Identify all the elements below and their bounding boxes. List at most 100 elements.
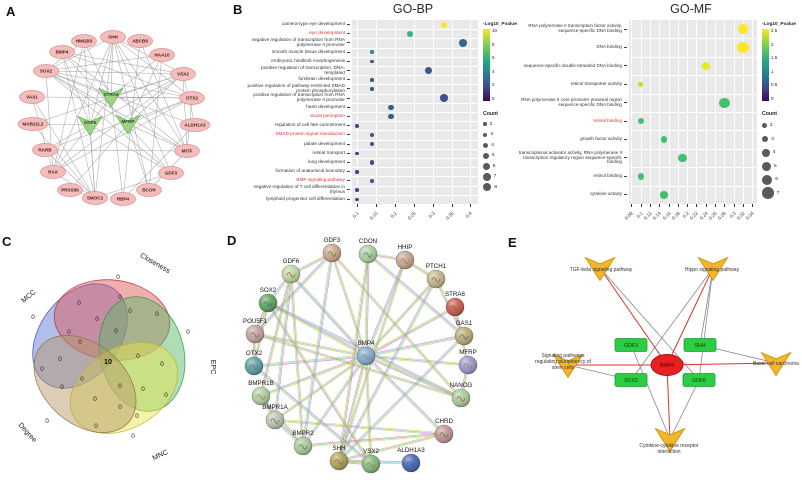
pathway-arrow-shape xyxy=(552,353,584,379)
term-label: palate development xyxy=(304,140,345,146)
pathway-arrow-shape xyxy=(760,351,792,377)
string-edge xyxy=(253,365,372,465)
colorbar-tick-label: 10 xyxy=(492,28,498,33)
term-row: formation of anatomical boundary xyxy=(242,167,350,176)
protein-structure-glyph xyxy=(334,458,344,465)
string-edge xyxy=(302,433,445,447)
colorbar-tick-label: 2.5 xyxy=(771,28,778,33)
gene-node: RARB xyxy=(32,143,58,157)
term-row: BMP signaling pathway xyxy=(242,176,350,185)
axis-tick-dash xyxy=(347,88,350,90)
string-edge xyxy=(331,252,367,357)
term-label: embryonic hindlimb morphogenesis xyxy=(271,57,345,63)
chart-legend: -Log10_Pvalue 2.5 2 1.5 1 0.5 0 Count 2 3 4 5 6 7 xyxy=(762,22,802,200)
count-legend-value: 6 xyxy=(492,163,496,169)
venn-ellipse-epc xyxy=(98,296,186,412)
term-dot xyxy=(370,59,374,64)
gene-node: MAB21L2 xyxy=(17,117,49,131)
x-axis-tick-label: 0.3 xyxy=(427,210,436,219)
term-dot xyxy=(370,87,374,91)
gene-node-label: ALDH1A3 xyxy=(184,123,206,128)
gene-edge xyxy=(94,36,114,199)
gene-edge xyxy=(112,36,188,152)
string-edge xyxy=(275,418,445,434)
term-row: camera-type eye development xyxy=(242,20,350,29)
string-edge xyxy=(339,279,438,462)
gene-node-label: RBP4 xyxy=(117,197,130,202)
axis-tick-dash xyxy=(347,60,350,62)
term-dot xyxy=(440,94,448,102)
y-gridline xyxy=(352,185,478,187)
x-axis-tick-label: 0.15 xyxy=(368,210,379,221)
pathway-label: Basal cell carcinoma xyxy=(753,361,799,367)
gene-edge xyxy=(32,123,96,199)
count-legend-value: 7 xyxy=(776,190,780,196)
protein-structure-glyph xyxy=(456,395,466,402)
gene-node-shape xyxy=(57,183,83,197)
gene-node-shape xyxy=(136,183,162,197)
term-dot xyxy=(440,21,447,28)
venn-region-count: 0 xyxy=(128,308,132,315)
colorbar-tick-label: 0.5 xyxy=(771,82,778,87)
protein-structure-glyph xyxy=(327,250,337,257)
string-edge xyxy=(365,355,462,399)
count-legend-row: 7 xyxy=(483,172,519,183)
protein-structure-glyph xyxy=(431,276,441,283)
protein-node-label: MFRP xyxy=(459,349,477,356)
term-dot xyxy=(355,151,359,156)
count-legend-circle xyxy=(483,183,492,192)
term-label: camera-type eye development xyxy=(281,21,345,27)
term-label-column: RNA polymerase II transcription factor a… xyxy=(515,20,627,204)
venn-region-count: 0 xyxy=(45,418,49,425)
count-legend-row: 2 xyxy=(483,119,519,130)
x-axis-tickmark xyxy=(413,204,415,207)
pathway-node-tgf: TGF-beta signaling pathway xyxy=(570,256,633,282)
venn-region-count: 0 xyxy=(118,383,122,390)
term-row: retinol binding xyxy=(515,167,627,185)
protein-structure-glyph xyxy=(463,362,473,369)
protein-node-label: ALDH1A3 xyxy=(397,447,425,454)
string-edge xyxy=(289,274,366,357)
x-axis-tick-label: 0.1 xyxy=(351,210,360,219)
protein-structure-glyph xyxy=(250,331,260,338)
count-legend-circle xyxy=(483,122,487,127)
string-edge xyxy=(338,278,437,462)
string-edge xyxy=(254,334,461,400)
term-label: transcriptional activator activity, RNA … xyxy=(518,149,622,165)
count-legend-value: 5 xyxy=(773,163,777,169)
term-dot xyxy=(369,160,375,165)
x-axis-tickmark xyxy=(470,204,472,207)
y-gridline xyxy=(352,38,478,40)
y-gridline xyxy=(352,112,478,113)
gene-node-shape xyxy=(17,117,49,131)
term-label: sequence-specific double-stranded DNA bi… xyxy=(523,62,622,68)
term-label: RNA polymerase II transcription factor a… xyxy=(528,23,622,34)
colorbar-gradient xyxy=(483,29,490,101)
protein-node: BMP4 xyxy=(356,340,376,366)
y-gridline xyxy=(352,158,478,159)
gene-edge xyxy=(31,96,96,199)
term-row: smooth muscle tissue development xyxy=(242,48,350,57)
term-dot xyxy=(355,170,359,174)
colorbar-tick-label: 6 xyxy=(492,55,495,60)
gene-node: ALDH1A3 xyxy=(179,118,211,132)
term-row: transcriptional activator activity, RNA … xyxy=(515,149,627,167)
hub-arrow-shape xyxy=(98,87,124,108)
term-row: positive regulation of transcription, DN… xyxy=(242,65,350,75)
term-label: regulation of cell fate commitment xyxy=(274,122,345,128)
term-dot xyxy=(388,114,394,120)
pvalue-colorbar: 2.5 2 1.5 1 0.5 0 xyxy=(762,28,802,101)
venn-region-count: 0 xyxy=(67,329,71,336)
term-label: BMP signaling pathway xyxy=(296,177,345,183)
gene-node: MITF xyxy=(174,144,200,158)
gene-node: PRSS56 xyxy=(57,183,83,197)
pvalue-legend-title: -Log10_Pvalue xyxy=(762,22,796,27)
go-bp-chart: GO-BP camera-type eye development eye dev… xyxy=(242,0,518,224)
term-dot xyxy=(370,78,374,82)
hub-ellipse-label: BMP4 xyxy=(660,363,674,369)
gene-box-shh: SHH xyxy=(683,338,717,352)
term-label: DNA binding xyxy=(596,44,622,50)
venn-set-label: MCC xyxy=(19,287,37,304)
